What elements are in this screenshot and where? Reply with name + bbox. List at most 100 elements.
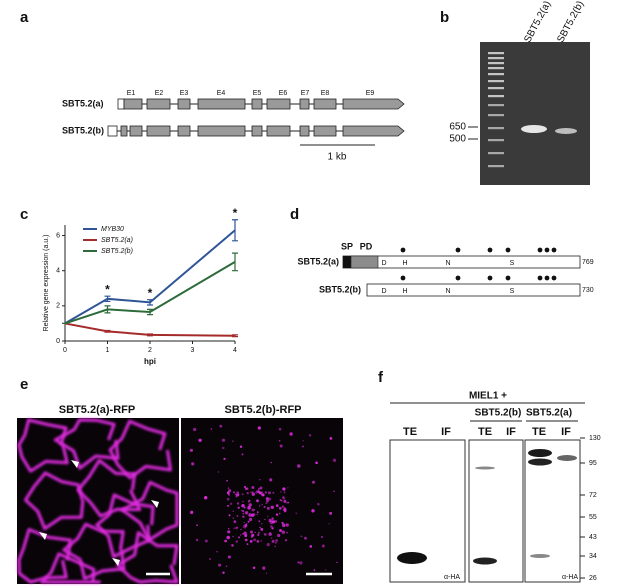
lane-label: SBT5.2(b) <box>555 0 586 45</box>
ladder-band <box>488 152 504 155</box>
rfp-speckle <box>241 504 245 508</box>
cell-outline <box>17 528 72 584</box>
rfp-speckle <box>302 445 304 448</box>
rfp-speckle <box>196 524 198 526</box>
rfp-speckle <box>258 491 262 495</box>
exon-label: E9 <box>366 90 375 97</box>
rfp-speckle <box>240 509 242 511</box>
signal-peptide <box>343 256 351 268</box>
exon <box>266 98 291 110</box>
rfp-speckle <box>246 492 249 495</box>
rfp-speckle <box>279 529 282 532</box>
antibody-label: α-HA <box>562 574 578 581</box>
rfp-speckle <box>260 528 264 531</box>
rfp-speckle <box>281 505 285 508</box>
rfp-speckle <box>256 490 258 492</box>
cell-outline <box>108 419 172 480</box>
exon <box>313 98 337 110</box>
rfp-speckle <box>189 448 193 452</box>
rfp-speckle <box>284 539 288 542</box>
rfp-speckle <box>309 545 313 548</box>
rfp-speckle <box>258 520 261 523</box>
rfp-speckle <box>286 531 288 534</box>
exon <box>107 125 118 137</box>
rfp-speckle <box>268 532 272 536</box>
rfp-speckle <box>221 438 226 442</box>
annotation: * <box>233 206 238 220</box>
exon <box>123 98 143 110</box>
rfp-speckle <box>265 502 268 505</box>
rfp-speckle <box>262 566 266 570</box>
error-bar <box>147 308 153 316</box>
x-tick-label: 1 <box>106 347 110 354</box>
marker-label: 43 <box>589 534 597 541</box>
glycosylation-site <box>505 247 511 253</box>
rfp-speckle <box>250 491 252 494</box>
rfp-speckle <box>248 513 252 517</box>
band <box>521 125 547 133</box>
series-line <box>64 261 236 325</box>
rfp-speckle <box>279 444 283 448</box>
series-line <box>64 229 236 325</box>
rfp-speckle <box>285 523 288 526</box>
error-bar <box>104 329 111 333</box>
rfp-speckle <box>284 510 287 513</box>
rfp-speckle <box>227 504 230 507</box>
rfp-speckle <box>269 532 271 534</box>
rfp-speckle <box>228 489 232 493</box>
rfp-speckle <box>246 543 249 545</box>
gel <box>480 42 590 185</box>
glycosylation-site <box>487 247 493 253</box>
rfp-speckle <box>304 536 307 540</box>
rfp-speckle <box>321 544 325 548</box>
rfp-speckle <box>317 503 320 506</box>
error-bar <box>147 333 153 337</box>
rfp-speckle <box>251 486 255 489</box>
rfp-speckle <box>315 461 318 465</box>
rfp-speckle <box>264 491 267 494</box>
rfp-speckle <box>232 440 234 443</box>
panel-label: c <box>20 206 28 223</box>
exon <box>342 98 405 110</box>
group-label: SBT5.2(b) <box>475 408 522 419</box>
rfp-speckle <box>191 462 195 466</box>
lane-label: IF <box>441 426 451 438</box>
glycosylation-site <box>544 247 550 253</box>
rfp-speckle <box>271 527 274 530</box>
residue: N <box>445 288 450 295</box>
rfp-speckle <box>232 535 234 538</box>
residue: S <box>510 260 515 267</box>
marker-label: 34 <box>589 553 597 560</box>
rfp-speckle <box>257 531 260 534</box>
rfp-speckle <box>246 487 249 490</box>
rfp-speckle <box>231 544 234 547</box>
rfp-speckle <box>251 535 254 538</box>
ladder-band <box>488 95 504 98</box>
lane-label: TE <box>403 426 417 438</box>
rfp-speckle <box>233 527 236 529</box>
rfp-speckle <box>236 502 240 505</box>
y-tick-label: 2 <box>56 303 60 310</box>
rfp-speckle <box>242 515 245 518</box>
rfp-speckle <box>222 571 225 574</box>
rfp-speckle <box>329 511 333 515</box>
band <box>475 466 495 470</box>
exon-label: E7 <box>301 90 310 97</box>
residue: D <box>381 288 386 295</box>
rfp-speckle <box>228 527 230 530</box>
rfp-speckle <box>261 503 264 506</box>
rfp-speckle <box>297 464 301 468</box>
rfp-speckle <box>278 506 282 510</box>
rfp-speckle <box>251 508 255 512</box>
rfp-speckle <box>234 493 237 495</box>
cell-outline <box>17 418 69 473</box>
rfp-speckle <box>228 514 231 517</box>
rfp-speckle <box>275 539 278 542</box>
rfp-speckle <box>275 541 277 544</box>
rfp-speckle <box>251 491 254 494</box>
rfp-speckle <box>263 533 267 536</box>
cell-outline <box>24 471 85 531</box>
rfp-speckle <box>243 531 247 535</box>
legend-label: MYB30 <box>101 226 124 233</box>
band <box>530 554 550 558</box>
